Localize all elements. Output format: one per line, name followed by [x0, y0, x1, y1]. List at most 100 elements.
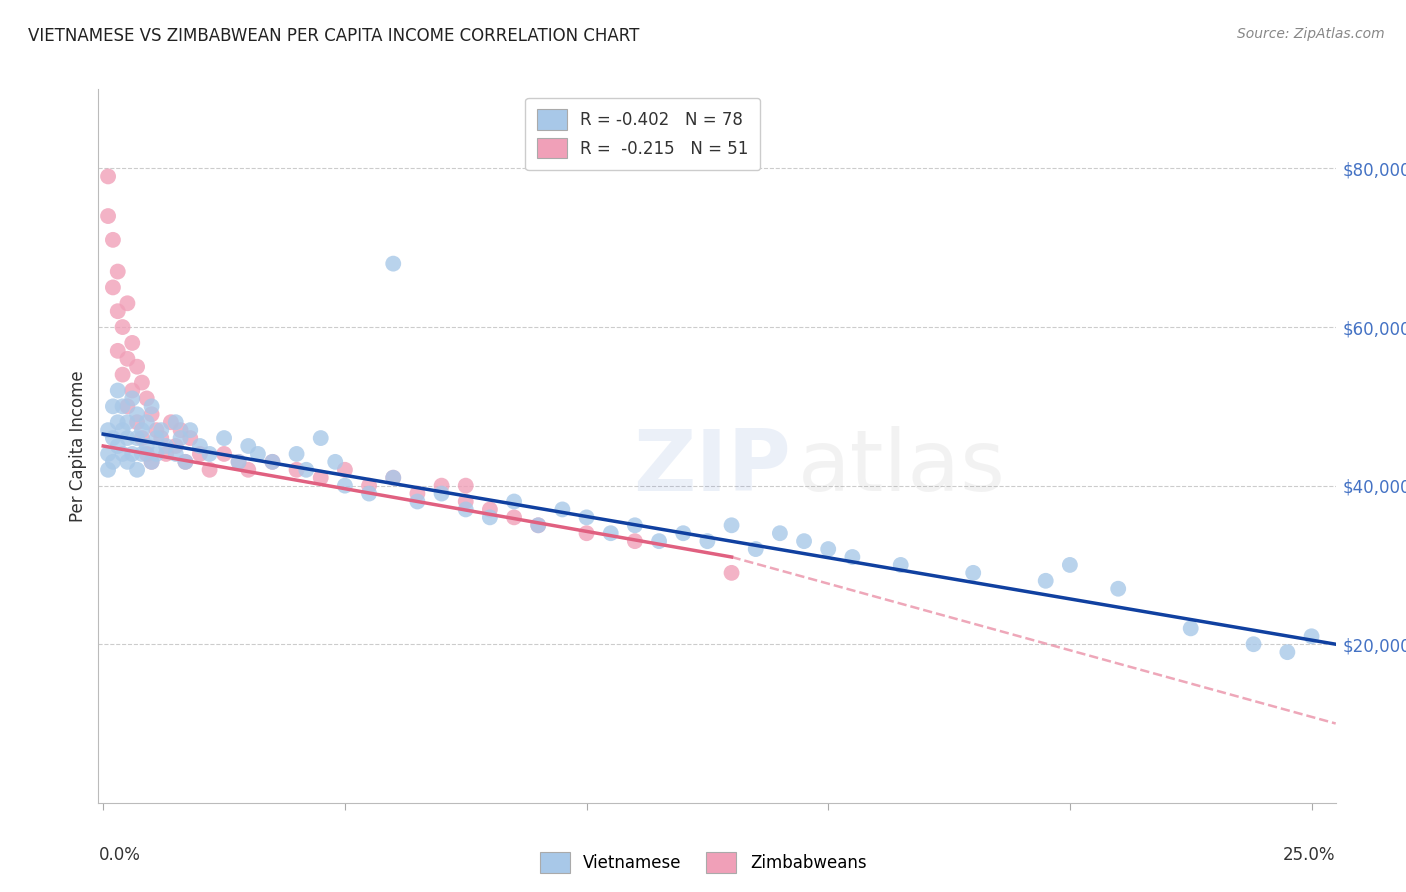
Point	[121, 384, 143, 398]
Point	[551, 502, 574, 516]
Point	[262, 455, 284, 469]
Point	[111, 368, 134, 382]
Point	[228, 455, 250, 469]
Point	[720, 518, 742, 533]
Point	[117, 455, 139, 469]
Point	[174, 455, 197, 469]
Point	[624, 534, 647, 549]
Point	[169, 423, 191, 437]
Point	[1059, 558, 1081, 572]
Point	[131, 423, 153, 437]
Point	[262, 455, 284, 469]
Point	[107, 343, 129, 358]
Point	[212, 447, 235, 461]
Point	[527, 518, 550, 533]
Point	[145, 423, 167, 437]
Point	[793, 534, 815, 549]
Point	[817, 542, 839, 557]
Point	[117, 431, 139, 445]
Point	[131, 447, 153, 461]
Text: ZIP: ZIP	[634, 425, 792, 509]
Point	[131, 376, 153, 390]
Point	[188, 447, 211, 461]
Point	[101, 400, 124, 414]
Point	[406, 486, 429, 500]
Point	[121, 335, 143, 350]
Point	[890, 558, 912, 572]
Point	[1180, 621, 1202, 635]
Legend: R = -0.402   N = 78, R =  -0.215   N = 51: R = -0.402 N = 78, R = -0.215 N = 51	[526, 97, 761, 169]
Point	[141, 455, 163, 469]
Point	[107, 415, 129, 429]
Point	[107, 384, 129, 398]
Point	[117, 415, 139, 429]
Point	[720, 566, 742, 580]
Point	[127, 407, 149, 421]
Text: VIETNAMESE VS ZIMBABWEAN PER CAPITA INCOME CORRELATION CHART: VIETNAMESE VS ZIMBABWEAN PER CAPITA INCO…	[28, 27, 640, 45]
Point	[165, 439, 187, 453]
Point	[188, 439, 211, 453]
Point	[769, 526, 792, 541]
Point	[111, 423, 134, 437]
Point	[238, 463, 260, 477]
Point	[295, 463, 318, 477]
Point	[285, 463, 308, 477]
Point	[135, 447, 157, 461]
Point	[1301, 629, 1323, 643]
Text: 0.0%: 0.0%	[98, 846, 141, 863]
Point	[624, 518, 647, 533]
Text: 25.0%: 25.0%	[1284, 846, 1336, 863]
Point	[101, 431, 124, 445]
Point	[648, 534, 671, 549]
Point	[135, 415, 157, 429]
Point	[309, 431, 332, 445]
Point	[155, 447, 177, 461]
Point	[357, 478, 380, 492]
Point	[198, 447, 221, 461]
Point	[527, 518, 550, 533]
Point	[97, 447, 120, 461]
Legend: Vietnamese, Zimbabweans: Vietnamese, Zimbabweans	[533, 846, 873, 880]
Point	[430, 486, 453, 500]
Point	[575, 510, 598, 524]
Y-axis label: Per Capita Income: Per Capita Income	[69, 370, 87, 522]
Point	[198, 463, 221, 477]
Point	[127, 359, 149, 374]
Point	[107, 304, 129, 318]
Point	[478, 502, 501, 516]
Point	[145, 447, 167, 461]
Point	[155, 439, 177, 453]
Point	[454, 502, 477, 516]
Point	[107, 264, 129, 278]
Point	[228, 455, 250, 469]
Point	[382, 257, 405, 271]
Point	[430, 478, 453, 492]
Point	[672, 526, 695, 541]
Point	[382, 471, 405, 485]
Point	[117, 351, 139, 366]
Point	[1107, 582, 1129, 596]
Point	[165, 447, 187, 461]
Point	[101, 233, 124, 247]
Point	[323, 455, 346, 469]
Point	[111, 320, 134, 334]
Point	[141, 400, 163, 414]
Point	[117, 400, 139, 414]
Point	[127, 415, 149, 429]
Text: atlas: atlas	[797, 425, 1005, 509]
Point	[246, 447, 269, 461]
Point	[454, 478, 477, 492]
Point	[1035, 574, 1057, 588]
Point	[503, 494, 526, 508]
Point	[503, 510, 526, 524]
Point	[101, 455, 124, 469]
Point	[160, 415, 183, 429]
Point	[599, 526, 621, 541]
Point	[101, 280, 124, 294]
Point	[141, 455, 163, 469]
Point	[841, 549, 863, 564]
Point	[117, 296, 139, 310]
Point	[745, 542, 768, 557]
Point	[478, 510, 501, 524]
Point	[696, 534, 718, 549]
